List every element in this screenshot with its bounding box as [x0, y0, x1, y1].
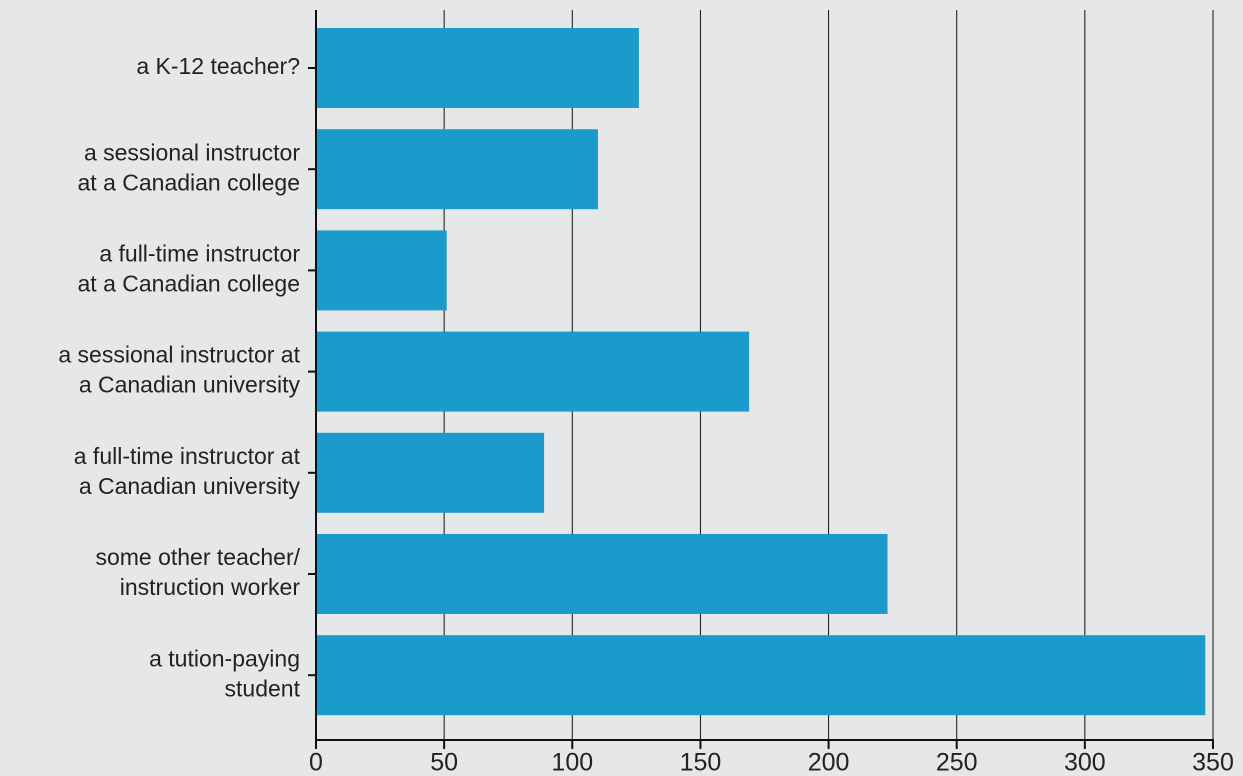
x-tick-label: 150 — [680, 749, 722, 776]
y-tick-label: a sessional instructor — [84, 139, 300, 165]
y-tick-label: at a Canadian college — [78, 169, 301, 195]
x-tick-label: 250 — [936, 749, 978, 776]
y-tick-label: a Canadian university — [79, 372, 301, 398]
y-tick-label: student — [225, 675, 301, 701]
y-tick-label: some other teacher/ — [95, 544, 300, 570]
bar — [316, 129, 598, 210]
x-tick-label: 350 — [1192, 749, 1234, 776]
x-tick-label: 50 — [430, 749, 458, 776]
y-tick-label: a sessional instructor at — [58, 342, 300, 368]
y-tick-label: a tution-paying — [149, 645, 300, 671]
y-tick-label: a full-time instructor at — [74, 443, 301, 469]
y-tick-label: a full-time instructor — [99, 240, 300, 266]
bar — [316, 28, 639, 108]
bar — [316, 534, 888, 614]
x-tick-label: 200 — [808, 749, 850, 776]
y-tick-label: instruction worker — [120, 574, 301, 600]
bar — [316, 432, 545, 513]
bar — [316, 635, 1206, 716]
x-tick-label: 300 — [1064, 749, 1106, 776]
x-tick-label: 100 — [551, 749, 593, 776]
bar — [316, 230, 447, 311]
bar — [316, 331, 750, 412]
y-tick-label: a Canadian university — [79, 473, 301, 499]
x-tick-label: 0 — [309, 749, 323, 776]
y-tick-label: at a Canadian college — [78, 270, 301, 296]
y-tick-label: a K-12 teacher? — [136, 53, 300, 79]
